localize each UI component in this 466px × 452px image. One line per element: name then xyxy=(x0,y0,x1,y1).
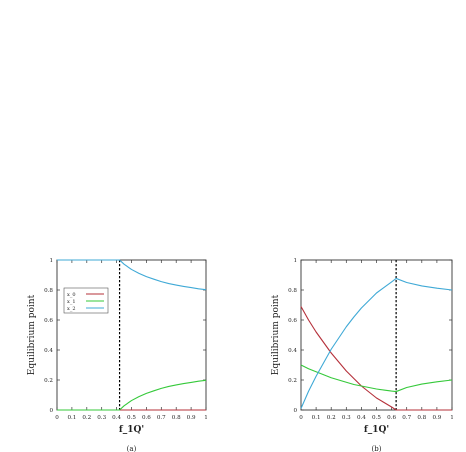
x-tick-label: 0.8 xyxy=(172,415,181,421)
series-line-x1 xyxy=(57,379,207,411)
x-tick-label: 0.2 xyxy=(327,415,336,421)
series-line-x2 xyxy=(57,259,207,291)
x-tick-label: 0.5 xyxy=(372,415,381,421)
x-tick-label: 0.7 xyxy=(402,415,411,421)
x-tick-label: 0.3 xyxy=(342,415,351,421)
y-tick-label: 0.4 xyxy=(288,348,297,354)
y-axis-label: Equilibrium point xyxy=(271,294,281,375)
series-line-x1 xyxy=(300,364,453,393)
x-tick-label: 0.1 xyxy=(312,415,321,421)
y-tick-label: 1 xyxy=(49,258,53,264)
panel-label: (b) xyxy=(372,445,382,452)
x-tick-label: 0.5 xyxy=(127,415,136,421)
chart-panel-2: 0 0.1 0.2 0.3 0.4 0.5 0.6 0.7 0.8 0.9 1 0 0.2 0.4 0.6 0… xyxy=(271,258,454,452)
legend: x_0x_1x_2 xyxy=(63,287,109,314)
x-tick-label: 1 xyxy=(204,415,208,421)
plot-frame xyxy=(56,259,207,411)
y-tick-label: 0.8 xyxy=(288,288,297,294)
panel-label: (a) xyxy=(127,445,137,452)
x-tick-label: 0 xyxy=(55,415,59,421)
legend-label-x2: x_2 xyxy=(67,306,76,312)
x-tick-label: 0.9 xyxy=(187,415,196,421)
y-tick-label: 1 xyxy=(293,258,297,264)
x-tick-label: 0.2 xyxy=(82,415,91,421)
x-tick-label: 0.3 xyxy=(97,415,106,421)
plot-frame xyxy=(300,259,453,411)
y-tick-label: 0 xyxy=(49,408,53,414)
x-tick-label: 0.9 xyxy=(432,415,441,421)
x-tick-label: 0.4 xyxy=(357,415,366,421)
x-tick-label: 0.1 xyxy=(67,415,76,421)
series-line-x0 xyxy=(300,306,452,411)
y-tick-label: 0 xyxy=(293,408,297,414)
y-tick-label: 0.8 xyxy=(44,288,53,294)
x-axis-label: f_1Q' xyxy=(364,425,389,435)
y-axis-label: Equilibrium point xyxy=(27,294,37,375)
x-axis-label: f_1Q' xyxy=(119,425,144,435)
x-tick-label: 0.7 xyxy=(157,415,166,421)
legend-label-x0: x_0 xyxy=(67,292,76,298)
y-tick-label: 0.2 xyxy=(288,378,297,384)
chart-panel-1: 0 0.1 0.2 0.3 0.4 0.5 0.6 0.7 0.8 0.9 1 0 0.2 0.4 0.6 0… xyxy=(27,258,208,452)
x-tick-label: 0.8 xyxy=(417,415,426,421)
y-tick-label: 0.2 xyxy=(44,378,53,384)
x-tick-label: 0.6 xyxy=(387,415,396,421)
y-tick-label: 0.6 xyxy=(288,318,297,324)
series-line-x2 xyxy=(300,277,453,409)
x-tick-label: 0 xyxy=(299,415,303,421)
x-tick-label: 1 xyxy=(450,415,454,421)
x-tick-label: 0.6 xyxy=(142,415,151,421)
legend-label-x1: x_1 xyxy=(67,299,76,305)
y-tick-label: 0.4 xyxy=(44,348,53,354)
y-tick-label: 0.6 xyxy=(44,318,53,324)
x-tick-label: 0.4 xyxy=(112,415,121,421)
